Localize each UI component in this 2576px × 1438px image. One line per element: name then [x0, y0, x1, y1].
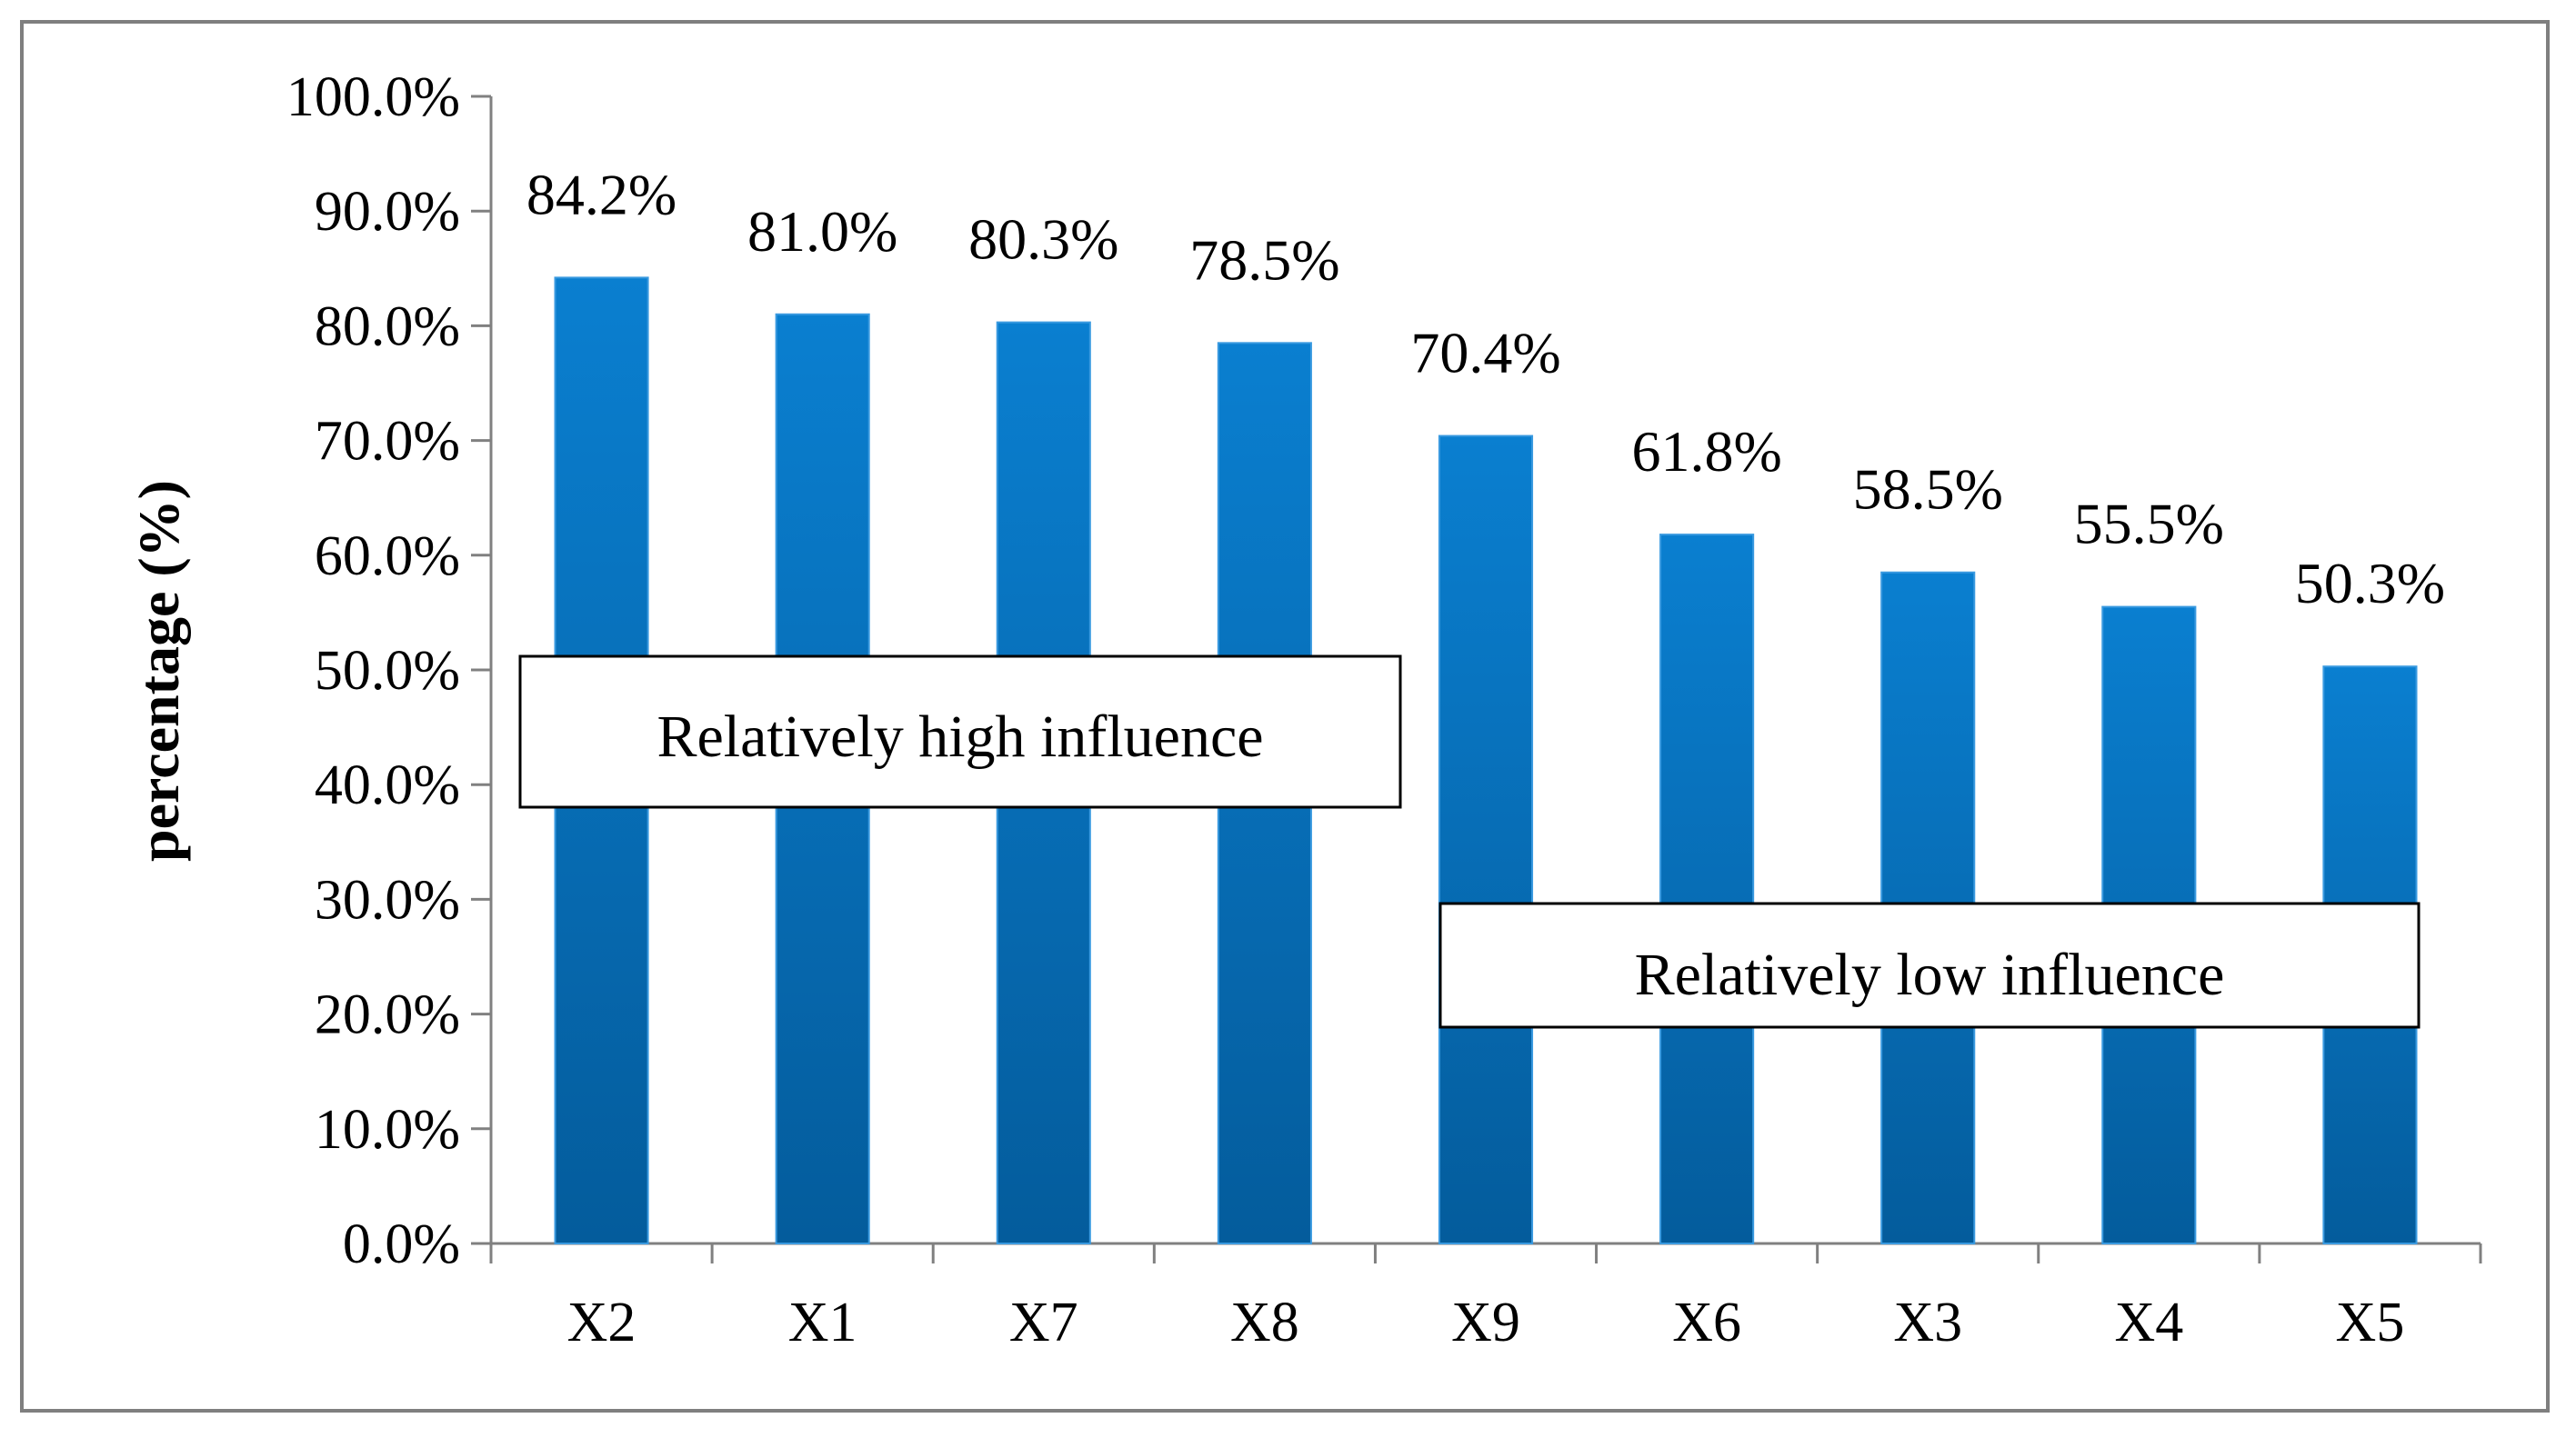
data-label: 81.0% [747, 199, 897, 264]
x-tick-label: X4 [2114, 1292, 2183, 1353]
y-tick-label: 70.0% [315, 411, 460, 473]
x-tick-label: X5 [2336, 1292, 2405, 1353]
x-tick-label: X1 [788, 1292, 857, 1353]
data-label: 50.3% [2295, 551, 2445, 615]
x-tick-label: X8 [1230, 1292, 1299, 1353]
annotation-layer: Relatively high influence Relatively low … [518, 654, 2421, 1029]
data-label: 55.5% [2074, 492, 2224, 556]
x-tick-label: X2 [567, 1292, 636, 1353]
data-label: 61.8% [1631, 419, 1781, 484]
bar-x9 [1438, 434, 1534, 1244]
annotation-text-low: Relatively low influence [1635, 942, 2225, 1008]
x-tick-label: X3 [1893, 1292, 1962, 1353]
x-tick-label: X6 [1672, 1292, 1741, 1353]
data-label: 70.4% [1410, 321, 1560, 385]
y-tick-label: 30.0% [315, 869, 460, 931]
annotation-text-high: Relatively high influence [657, 704, 1263, 770]
annotation-box-low [1438, 902, 2421, 1029]
data-label: 78.5% [1189, 227, 1339, 292]
annotation-box-high [518, 654, 1402, 809]
y-tick-label: 0.0% [343, 1213, 460, 1275]
y-tick-label: 60.0% [315, 525, 460, 587]
axis-layer: 0.0% 10.0% 20.0% 30.0% 40.0% 50.0% 60.0% 70.0% 8… [126, 66, 2482, 1275]
data-label: 84.2% [526, 162, 677, 226]
y-axis-title: percentage (%) [126, 480, 191, 862]
y-tick-label: 90.0% [315, 181, 460, 243]
y-tick-label: 20.0% [315, 984, 460, 1046]
data-label: 80.3% [968, 207, 1118, 272]
label-layer: X2 84.2% X1 81.0% X7 80.3% X8 78.5% X9 70.4% X6 61.… [526, 162, 2445, 1353]
x-tick-label: X9 [1451, 1292, 1520, 1353]
y-tick-label: 50.0% [315, 640, 460, 702]
x-tick-label: X7 [1009, 1292, 1078, 1353]
y-tick-label: 80.0% [315, 295, 460, 357]
data-label: 58.5% [1853, 457, 2003, 522]
y-tick-label: 40.0% [315, 754, 460, 816]
bar-x6 [1659, 534, 1755, 1244]
y-tick-label: 10.0% [315, 1099, 460, 1161]
y-tick-label: 100.0% [286, 66, 460, 128]
